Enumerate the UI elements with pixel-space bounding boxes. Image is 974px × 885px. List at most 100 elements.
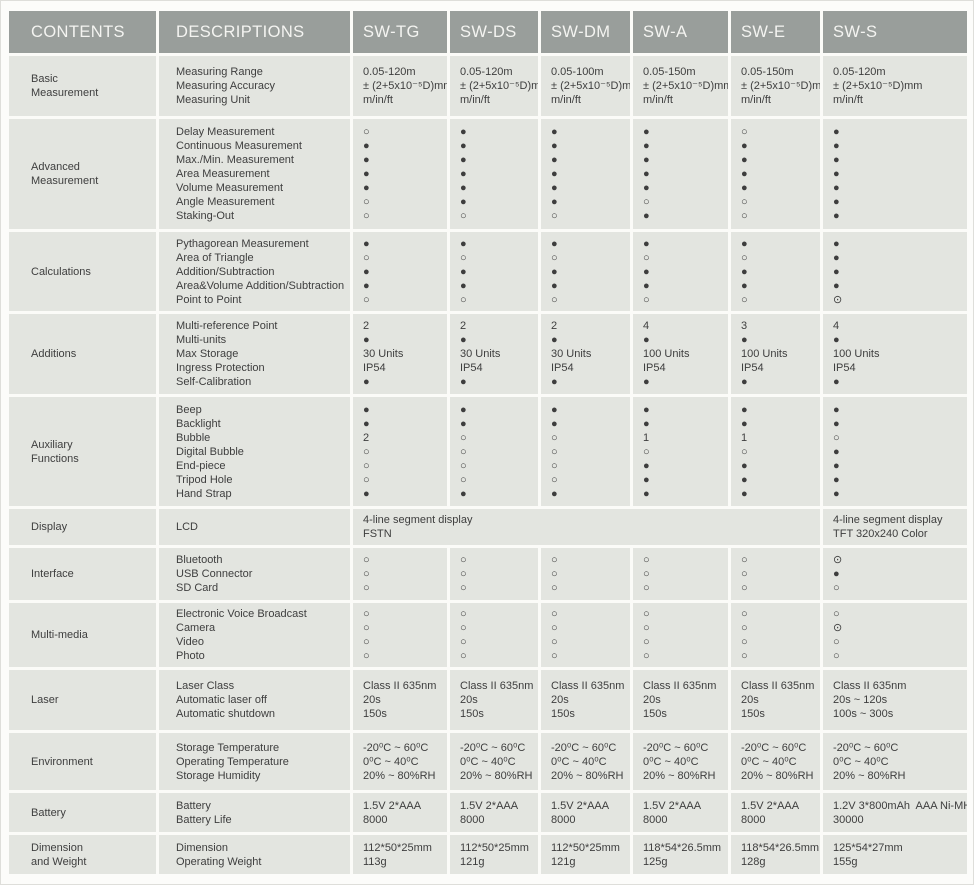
value-line: TFT 320x240 Color xyxy=(833,528,928,540)
value-line: ● xyxy=(643,334,650,346)
value-line: ● xyxy=(460,279,467,292)
value-line: ○ xyxy=(551,608,558,620)
value-cell: 112*50*25mm 121g xyxy=(541,835,630,874)
value-line: ○ xyxy=(741,568,748,580)
value-line: m/in/ft xyxy=(363,94,393,106)
value-cell: 4 ● 100 Units IP54 ● xyxy=(823,314,967,394)
description-line: Bluetooth xyxy=(176,554,223,566)
value-line: ○ xyxy=(551,251,558,264)
column-header-label: SW-E xyxy=(741,22,786,41)
value-line: ± (2+5x10⁻⁵D)mm xyxy=(363,80,447,92)
description-cell: Multi-reference Point Multi-units Max Stor… xyxy=(159,314,350,394)
value-line: ○ xyxy=(363,251,370,264)
value-line: 20s xyxy=(460,694,478,706)
value-line: ● xyxy=(551,265,558,278)
value-line: ● xyxy=(460,196,467,208)
value-line: m/in/ft xyxy=(551,94,581,106)
value-cell: -20⁰C ~ 60⁰C 0⁰C ~ 40⁰C 20% ~ 80%RH xyxy=(353,733,447,790)
value-line: 0.05-100m xyxy=(551,66,604,78)
value-cell: ● ● ● ● ● ● ○ xyxy=(450,119,538,229)
value-line: ● xyxy=(363,334,370,346)
value-line: ● xyxy=(741,182,748,194)
value-cell: 0.05-120m ± (2+5x10⁻⁵D)mm m/in/ft xyxy=(450,56,538,116)
value-line: ○ xyxy=(741,622,748,634)
description-line: Automatic shutdown xyxy=(176,708,276,720)
section-label-cell: Battery xyxy=(9,793,156,832)
description-line: Pythagorean Measurement xyxy=(176,237,309,250)
value-line: ● xyxy=(833,196,840,208)
value-line: ● xyxy=(741,334,748,346)
value-line: ● xyxy=(363,376,370,388)
value-line: ● xyxy=(741,459,748,472)
description-line: Measuring Range xyxy=(176,66,263,78)
value-line: ● xyxy=(460,237,467,250)
value-line: ● xyxy=(643,279,650,292)
value-line: ○ xyxy=(643,636,650,648)
value-cell: 118*54*26.5mm 128g xyxy=(731,835,820,874)
description-cell: Beep Backlight Bubble Digital Bubble End-pie… xyxy=(159,397,350,506)
value-line: ○ xyxy=(363,582,370,594)
section-label-cell: Auxiliary Functions xyxy=(9,397,156,506)
value-line: 1.5V 2*AAA xyxy=(551,799,610,812)
value-cell: ○ ⊙ ○ ○ xyxy=(823,603,967,667)
value-line: 4-line segment display xyxy=(833,514,943,526)
value-line: IP54 xyxy=(551,362,574,374)
value-line: 0⁰C ~ 40⁰C xyxy=(551,755,607,768)
value-line: ● xyxy=(833,568,840,580)
description-line: Operating Weight xyxy=(176,855,262,868)
column-header-label: SW-S xyxy=(833,22,878,41)
value-line: 3 xyxy=(741,320,748,332)
value-line: ○ xyxy=(460,473,467,486)
value-cell: 125*54*27mm 155g xyxy=(823,835,967,874)
value-line: ⊙ xyxy=(833,622,843,634)
value-cell: ● ○ ● ● ○ xyxy=(450,232,538,311)
value-line: ○ xyxy=(741,210,748,222)
value-line: ○ xyxy=(551,293,558,306)
value-line: 112*50*25mm xyxy=(460,841,529,854)
value-cell: ● ○ ● ● ○ xyxy=(353,232,447,311)
value-line: ● xyxy=(460,182,467,194)
description-line: Multi-units xyxy=(176,334,227,346)
description-line: Tripod Hole xyxy=(176,473,233,486)
value-line: ● xyxy=(363,487,370,500)
value-line: 20% ~ 80%RH xyxy=(363,769,436,782)
value-line: 121g xyxy=(551,855,576,868)
value-cell: ● ● ● ● ● ○ ● xyxy=(633,119,728,229)
value-line: 4 xyxy=(643,320,650,332)
value-line: ○ xyxy=(363,650,370,662)
value-line: ○ xyxy=(643,196,650,208)
value-line: -20⁰C ~ 60⁰C xyxy=(741,741,807,754)
value-line: ○ xyxy=(643,650,650,662)
value-line: Class II 635nm xyxy=(643,680,717,692)
value-line: 0.05-120m xyxy=(363,66,416,78)
value-line: ○ xyxy=(643,293,650,306)
value-line: 20% ~ 80%RH xyxy=(741,769,814,782)
value-line: ● xyxy=(363,237,370,250)
value-line: 20s xyxy=(551,694,569,706)
value-cell: ● ● ● ● ● ● ○ xyxy=(541,119,630,229)
value-cell: ⊙ ● ○ xyxy=(823,548,967,600)
value-line: ● xyxy=(363,168,370,180)
value-line: 100 Units xyxy=(643,348,690,360)
value-line: ○ xyxy=(460,622,467,634)
value-line: ● xyxy=(460,154,467,166)
value-line: 0⁰C ~ 40⁰C xyxy=(363,755,419,768)
value-cell: 1.5V 2*AAA 8000 xyxy=(633,793,728,832)
value-line: 20% ~ 80%RH xyxy=(460,769,533,782)
value-line: ○ xyxy=(363,608,370,620)
value-line: 30 Units xyxy=(551,348,592,360)
value-line: ● xyxy=(460,334,467,346)
description-line: Area Measurement xyxy=(176,168,270,180)
value-line: -20⁰C ~ 60⁰C xyxy=(551,741,617,754)
value-line: 8000 xyxy=(741,813,766,826)
value-line: ○ xyxy=(363,445,370,458)
value-line: ○ xyxy=(460,459,467,472)
value-line: ○ xyxy=(363,196,370,208)
description-line: Storage Humidity xyxy=(176,769,261,782)
value-line: ○ xyxy=(460,636,467,648)
value-line: ● xyxy=(363,265,370,278)
value-line: ● xyxy=(460,376,467,388)
value-line: ○ xyxy=(643,582,650,594)
description-line: Bubble xyxy=(176,431,211,444)
value-line: ○ xyxy=(833,582,840,594)
